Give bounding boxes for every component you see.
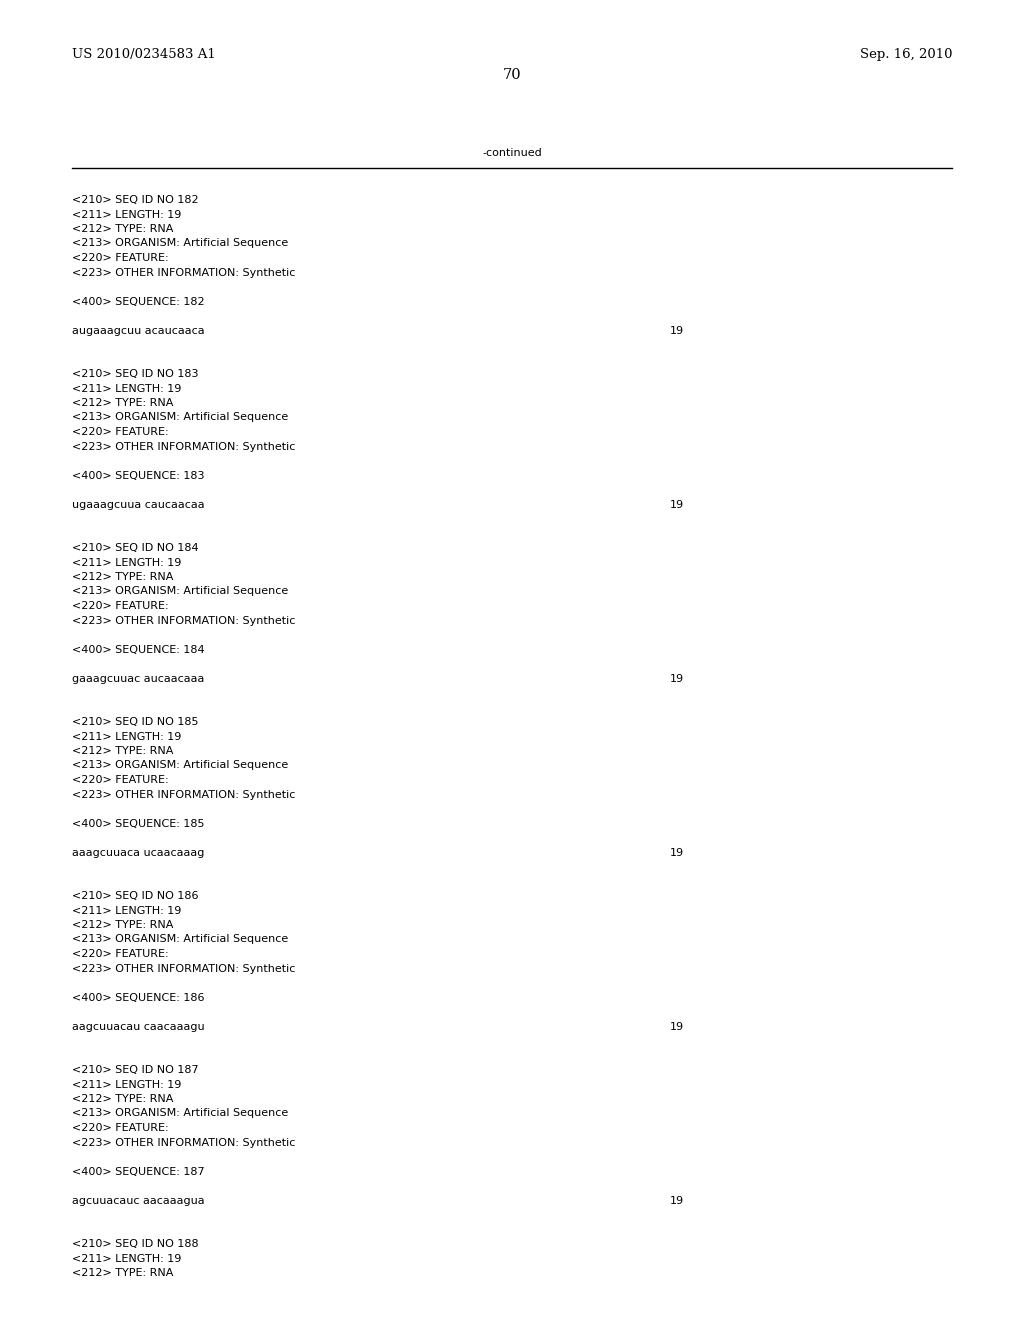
Text: 19: 19 [670, 499, 684, 510]
Text: <213> ORGANISM: Artificial Sequence: <213> ORGANISM: Artificial Sequence [72, 935, 288, 945]
Text: <220> FEATURE:: <220> FEATURE: [72, 426, 169, 437]
Text: <220> FEATURE:: <220> FEATURE: [72, 775, 169, 785]
Text: 19: 19 [670, 673, 684, 684]
Text: <212> TYPE: RNA: <212> TYPE: RNA [72, 1094, 173, 1104]
Text: <220> FEATURE:: <220> FEATURE: [72, 949, 169, 960]
Text: 19: 19 [670, 1196, 684, 1205]
Text: <223> OTHER INFORMATION: Synthetic: <223> OTHER INFORMATION: Synthetic [72, 441, 295, 451]
Text: gaaagcuuac aucaacaaa: gaaagcuuac aucaacaaa [72, 673, 205, 684]
Text: augaaagcuu acaucaaca: augaaagcuu acaucaaca [72, 326, 205, 335]
Text: <213> ORGANISM: Artificial Sequence: <213> ORGANISM: Artificial Sequence [72, 760, 288, 771]
Text: <400> SEQUENCE: 186: <400> SEQUENCE: 186 [72, 993, 205, 1002]
Text: -continued: -continued [482, 148, 542, 158]
Text: Sep. 16, 2010: Sep. 16, 2010 [859, 48, 952, 61]
Text: <223> OTHER INFORMATION: Synthetic: <223> OTHER INFORMATION: Synthetic [72, 964, 295, 974]
Text: <213> ORGANISM: Artificial Sequence: <213> ORGANISM: Artificial Sequence [72, 239, 288, 248]
Text: <400> SEQUENCE: 185: <400> SEQUENCE: 185 [72, 818, 205, 829]
Text: ugaaagcuua caucaacaa: ugaaagcuua caucaacaa [72, 499, 205, 510]
Text: <212> TYPE: RNA: <212> TYPE: RNA [72, 920, 173, 931]
Text: <400> SEQUENCE: 182: <400> SEQUENCE: 182 [72, 297, 205, 306]
Text: 19: 19 [670, 847, 684, 858]
Text: <400> SEQUENCE: 183: <400> SEQUENCE: 183 [72, 470, 205, 480]
Text: <213> ORGANISM: Artificial Sequence: <213> ORGANISM: Artificial Sequence [72, 412, 288, 422]
Text: <211> LENGTH: 19: <211> LENGTH: 19 [72, 731, 181, 742]
Text: <223> OTHER INFORMATION: Synthetic: <223> OTHER INFORMATION: Synthetic [72, 789, 295, 800]
Text: <212> TYPE: RNA: <212> TYPE: RNA [72, 746, 173, 756]
Text: <210> SEQ ID NO 182: <210> SEQ ID NO 182 [72, 195, 199, 205]
Text: <220> FEATURE:: <220> FEATURE: [72, 601, 169, 611]
Text: <210> SEQ ID NO 188: <210> SEQ ID NO 188 [72, 1239, 199, 1249]
Text: 70: 70 [503, 69, 521, 82]
Text: <212> TYPE: RNA: <212> TYPE: RNA [72, 1269, 173, 1278]
Text: <400> SEQUENCE: 184: <400> SEQUENCE: 184 [72, 644, 205, 655]
Text: <210> SEQ ID NO 186: <210> SEQ ID NO 186 [72, 891, 199, 902]
Text: <210> SEQ ID NO 184: <210> SEQ ID NO 184 [72, 543, 199, 553]
Text: <210> SEQ ID NO 183: <210> SEQ ID NO 183 [72, 370, 199, 379]
Text: <212> TYPE: RNA: <212> TYPE: RNA [72, 399, 173, 408]
Text: <211> LENGTH: 19: <211> LENGTH: 19 [72, 210, 181, 219]
Text: <212> TYPE: RNA: <212> TYPE: RNA [72, 572, 173, 582]
Text: <211> LENGTH: 19: <211> LENGTH: 19 [72, 1080, 181, 1089]
Text: <213> ORGANISM: Artificial Sequence: <213> ORGANISM: Artificial Sequence [72, 1109, 288, 1118]
Text: <400> SEQUENCE: 187: <400> SEQUENCE: 187 [72, 1167, 205, 1176]
Text: <223> OTHER INFORMATION: Synthetic: <223> OTHER INFORMATION: Synthetic [72, 268, 295, 277]
Text: <211> LENGTH: 19: <211> LENGTH: 19 [72, 1254, 181, 1263]
Text: <220> FEATURE:: <220> FEATURE: [72, 1123, 169, 1133]
Text: US 2010/0234583 A1: US 2010/0234583 A1 [72, 48, 216, 61]
Text: <213> ORGANISM: Artificial Sequence: <213> ORGANISM: Artificial Sequence [72, 586, 288, 597]
Text: <220> FEATURE:: <220> FEATURE: [72, 253, 169, 263]
Text: <223> OTHER INFORMATION: Synthetic: <223> OTHER INFORMATION: Synthetic [72, 615, 295, 626]
Text: aaagcuuaca ucaacaaag: aaagcuuaca ucaacaaag [72, 847, 205, 858]
Text: <210> SEQ ID NO 185: <210> SEQ ID NO 185 [72, 717, 199, 727]
Text: <223> OTHER INFORMATION: Synthetic: <223> OTHER INFORMATION: Synthetic [72, 1138, 295, 1147]
Text: <211> LENGTH: 19: <211> LENGTH: 19 [72, 384, 181, 393]
Text: 19: 19 [670, 1022, 684, 1031]
Text: agcuuacauc aacaaagua: agcuuacauc aacaaagua [72, 1196, 205, 1205]
Text: <210> SEQ ID NO 187: <210> SEQ ID NO 187 [72, 1065, 199, 1074]
Text: <212> TYPE: RNA: <212> TYPE: RNA [72, 224, 173, 234]
Text: aagcuuacau caacaaagu: aagcuuacau caacaaagu [72, 1022, 205, 1031]
Text: 19: 19 [670, 326, 684, 335]
Text: <211> LENGTH: 19: <211> LENGTH: 19 [72, 906, 181, 916]
Text: <211> LENGTH: 19: <211> LENGTH: 19 [72, 557, 181, 568]
